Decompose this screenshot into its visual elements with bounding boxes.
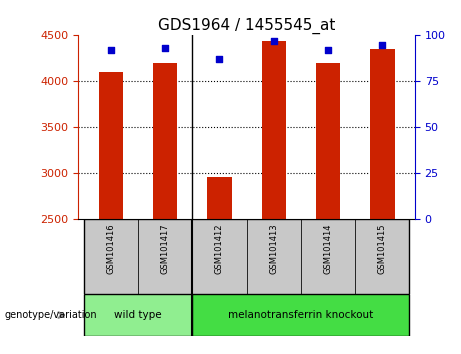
Bar (207, 177, 232, 219)
Bar (192, 294, 409, 336)
Bar (138, 219, 192, 294)
Bar (192, 219, 247, 294)
Point (325, 47, 332, 53)
Text: GSM101412: GSM101412 (215, 223, 224, 274)
Bar (316, 63, 340, 219)
Bar (301, 219, 355, 294)
Bar (355, 219, 409, 294)
Text: GSM101413: GSM101413 (269, 223, 278, 274)
Bar (84, 219, 138, 294)
Point (216, 57, 223, 62)
Bar (84, 294, 192, 336)
Bar (370, 49, 395, 219)
Point (378, 42, 386, 47)
Text: GSM101415: GSM101415 (378, 223, 387, 274)
Text: wild type: wild type (114, 310, 162, 320)
Text: GSM101414: GSM101414 (324, 223, 332, 274)
Text: melanotransferrin knockout: melanotransferrin knockout (228, 310, 373, 320)
Text: genotype/variation: genotype/variation (5, 310, 97, 320)
Point (107, 47, 115, 53)
Text: GSM101416: GSM101416 (106, 223, 115, 274)
Title: GDS1964 / 1455545_at: GDS1964 / 1455545_at (158, 18, 335, 34)
Point (270, 38, 278, 44)
Point (161, 45, 169, 51)
Bar (247, 219, 301, 294)
Bar (153, 63, 177, 219)
Text: GSM101417: GSM101417 (161, 223, 170, 274)
Bar (261, 41, 286, 219)
Bar (99, 72, 123, 219)
